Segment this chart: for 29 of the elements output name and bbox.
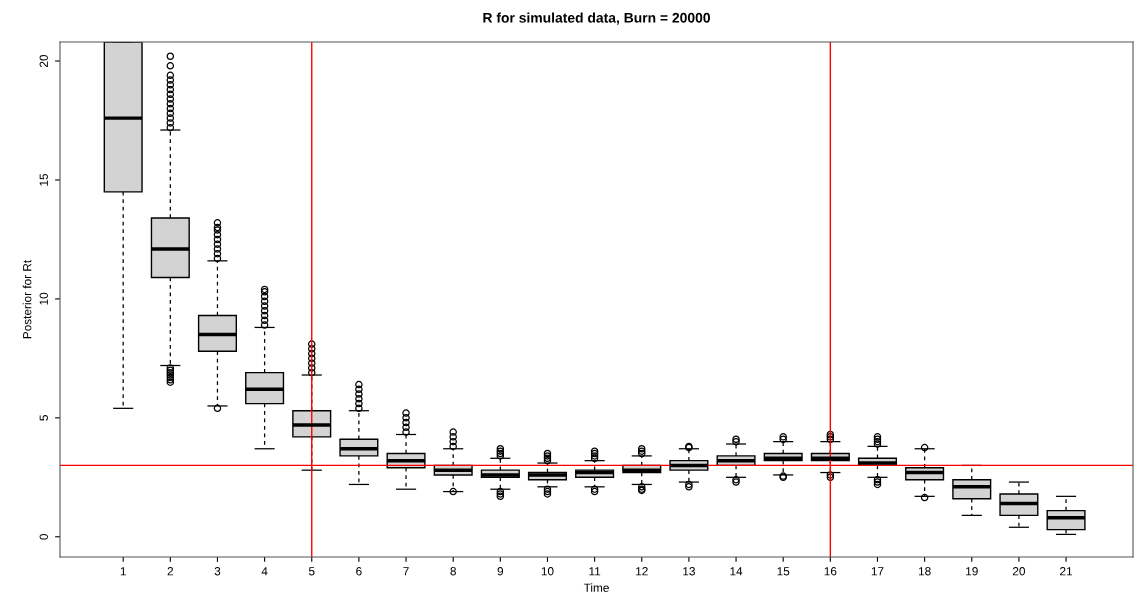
y-tick-label: 10 <box>39 292 48 305</box>
x-tick-label: 1 <box>120 567 126 576</box>
x-tick-label: 14 <box>730 567 743 576</box>
x-tick-label: 2 <box>167 567 174 576</box>
x-tick-label: 19 <box>966 567 978 576</box>
y-tick-label: 0 <box>39 533 48 540</box>
x-tick-label: 9 <box>497 567 504 576</box>
x-tick-label: 5 <box>308 567 315 576</box>
y-tick-label: 15 <box>39 173 48 186</box>
x-tick-label: 7 <box>403 567 409 576</box>
x-tick-label: 11 <box>589 567 601 576</box>
x-tick-label: 13 <box>683 567 695 576</box>
x-tick-label: 6 <box>356 567 362 576</box>
y-axis-title: Posterior for Rt <box>22 259 32 339</box>
chart-title: R for simulated data, Burn = 20000 <box>483 12 710 25</box>
x-tick-label: 4 <box>261 567 268 576</box>
y-tick-label: 5 <box>39 415 48 421</box>
x-tick-label: 8 <box>450 567 456 576</box>
x-tick-label: 17 <box>871 567 884 576</box>
x-axis-title: Time <box>583 583 609 592</box>
x-tick-label: 20 <box>1012 567 1026 576</box>
x-tick-label: 10 <box>541 567 554 576</box>
x-tick-label: 15 <box>777 567 790 576</box>
y-tick-label: 20 <box>39 54 48 67</box>
x-tick-label: 3 <box>214 567 221 576</box>
x-tick-label: 12 <box>636 567 648 576</box>
x-tick-label: 18 <box>918 567 931 576</box>
x-tick-label: 16 <box>824 567 837 576</box>
x-tick-label: 21 <box>1060 567 1073 576</box>
